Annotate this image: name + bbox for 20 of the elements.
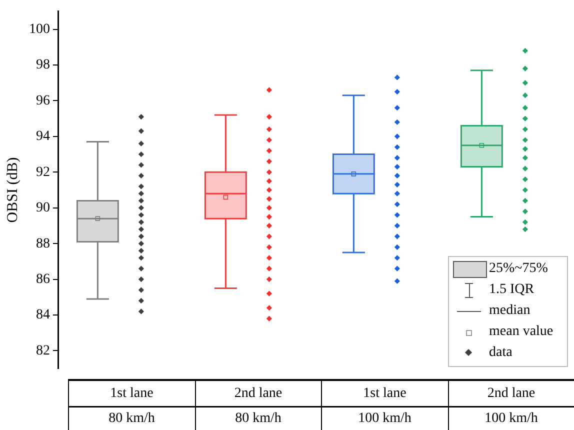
y-tick-label: 86 (36, 272, 50, 287)
x-tick-label: 2nd lane 80 km/h (194, 381, 321, 430)
y-tick-label: 100 (29, 22, 50, 37)
y-tick-label: 88 (36, 236, 50, 252)
y-tick-label: 96 (36, 93, 50, 108)
y-tick-label: 84 (36, 308, 50, 323)
x-tick-label: 1st lane 100 km/h (321, 381, 448, 430)
y-tick-label: 82 (36, 343, 50, 358)
y-tick-label: 92 (36, 164, 50, 180)
y-tick-label: 98 (36, 58, 50, 73)
x-tick-label: 1st lane 80 km/h (68, 381, 194, 430)
y-axis-title: OBSI (dB) (4, 157, 21, 223)
annotation: 1.5 IQR (489, 282, 534, 298)
legend-label: data (489, 345, 512, 362)
y-tick-label: 94 (36, 129, 50, 144)
y-tick-label: 90 (36, 200, 50, 216)
legend-label: 25%~75% (489, 261, 548, 278)
annotation: median (489, 303, 530, 320)
annotation: mean value (489, 324, 554, 340)
x-tick-label: 2nd lane 100 km/h (448, 381, 574, 430)
